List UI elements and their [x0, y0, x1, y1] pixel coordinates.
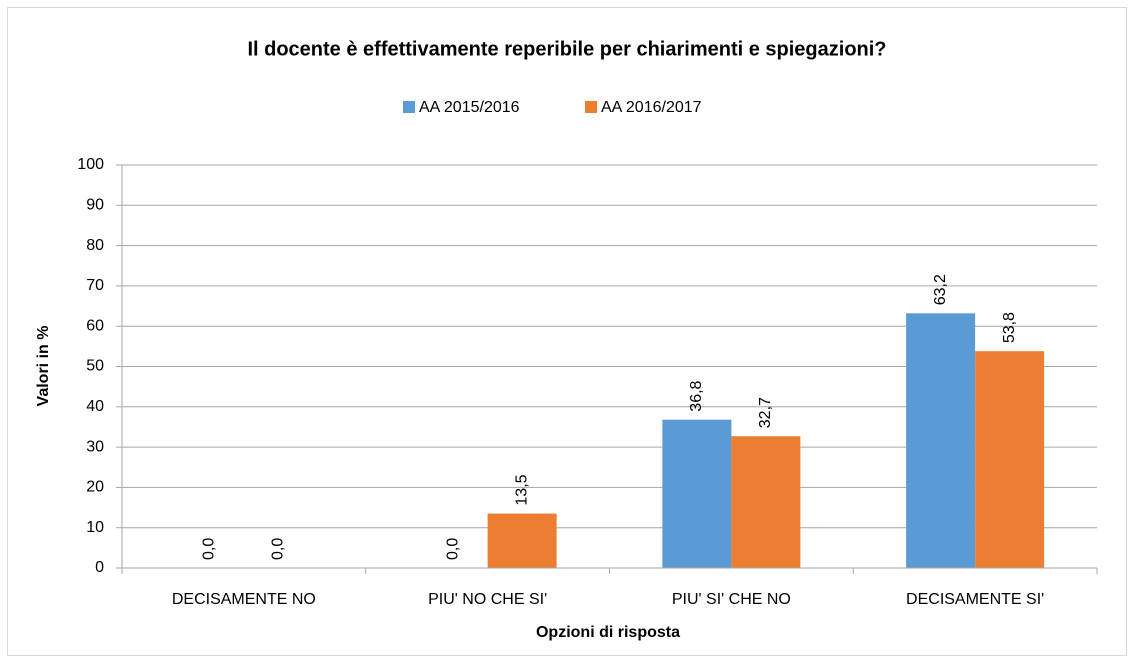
y-tick-label: 50 — [86, 358, 104, 375]
y-tick-label: 30 — [86, 438, 104, 455]
y-tick-label: 80 — [86, 237, 104, 254]
y-tick-label: 20 — [86, 479, 104, 496]
x-tick-label: PIU' SI' CHE NO — [672, 591, 791, 608]
chart-title: Il docente è effettivamente reperibile p… — [247, 38, 886, 60]
y-tick-label: 70 — [86, 277, 104, 294]
data-label: 53,8 — [1001, 312, 1018, 343]
y-axis-title: Valori in % — [35, 326, 52, 407]
data-label: 0,0 — [444, 538, 461, 560]
y-tick-label: 90 — [86, 197, 104, 214]
legend-label: AA 2016/2017 — [601, 99, 702, 116]
y-tick-label: 60 — [86, 317, 104, 334]
data-label: 13,5 — [513, 474, 530, 505]
y-tick-label: 40 — [86, 398, 104, 415]
bar — [662, 419, 732, 568]
data-label: 32,7 — [757, 397, 774, 428]
data-label: 0,0 — [270, 538, 287, 560]
bar — [731, 436, 801, 568]
data-label: 0,0 — [201, 538, 218, 560]
bar — [487, 513, 557, 568]
y-tick-label: 10 — [86, 519, 104, 536]
x-tick-label: PIU' NO CHE SI' — [428, 591, 547, 608]
x-axis-title: Opzioni di risposta — [536, 624, 680, 641]
legend-swatch — [403, 101, 415, 113]
legend-swatch — [585, 101, 597, 113]
legend-label: AA 2015/2016 — [419, 99, 520, 116]
bar — [975, 351, 1045, 568]
data-label: 63,2 — [932, 274, 949, 305]
x-tick-label: DECISAMENTE SI' — [906, 591, 1044, 608]
x-tick-label: DECISAMENTE NO — [172, 591, 316, 608]
y-tick-label: 0 — [95, 559, 104, 576]
bar — [906, 313, 976, 568]
data-label: 36,8 — [688, 380, 705, 411]
y-tick-label: 100 — [77, 156, 104, 173]
